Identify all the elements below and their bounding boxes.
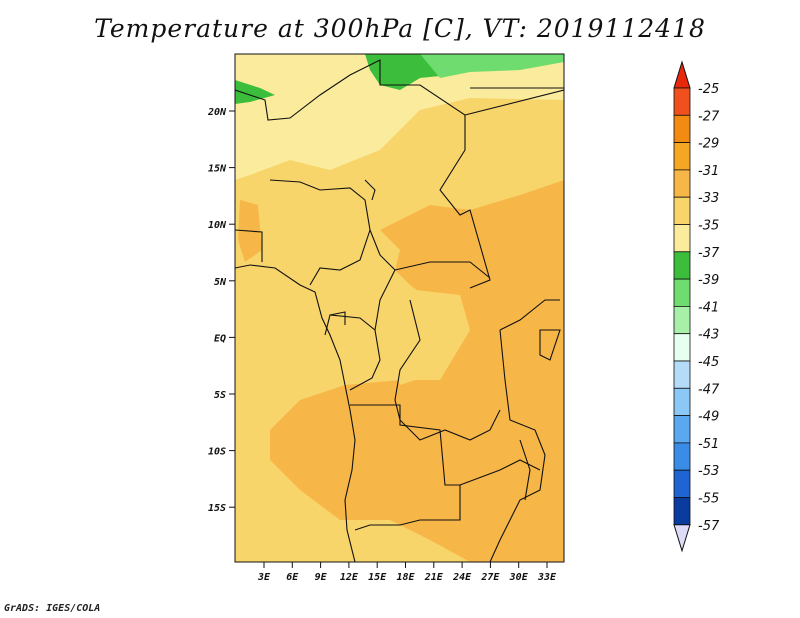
lat-label: 5S [214,390,226,401]
colorbar-swatch [673,305,691,335]
lon-label: 6E [286,572,299,583]
colorbar-label: -29 [698,137,719,152]
colorbar-swatch [673,169,691,198]
colorbar-top-arrow [673,60,691,89]
colorbar-swatch [673,251,691,280]
colorbar-label: -49 [698,410,719,425]
lon-label: 12E [340,572,359,583]
colorbar-label: -51 [698,437,719,452]
colorbar-label: -31 [698,164,719,179]
colorbar: -25 -27 -29 -31 -33 -35 -37 -39 -41 -43 -45 -47 -49 -… [673,60,720,553]
colorbar-swatch [673,415,691,444]
lon-label: 30E [509,572,529,583]
colorbar-label: -33 [698,191,719,206]
lon-label: 27E [480,572,500,583]
lon-label: 21E [424,572,444,583]
lon-label: 24E [452,572,472,583]
colorbar-bottom-arrow [673,524,691,553]
colorbar-swatch [673,469,691,498]
colorbar-label: -53 [698,464,719,479]
lat-label: 10N [208,220,227,231]
lon-label: 18E [396,572,415,583]
colorbar-swatch [673,387,691,416]
colorbar-label: -41 [698,300,719,315]
temperature-field [235,54,564,562]
colorbar-label: -55 [698,492,719,507]
colorbar-swatch [673,224,691,253]
longitude-axis: 3E 6E 9E 12E 15E 18E 21E 24E 27E 30E 33E [257,562,557,583]
latitude-axis: 20N 15N 10N 5N EQ 5S 10S 15S [207,107,235,514]
colorbar-label: -39 [698,273,719,288]
colorbar-label: -47 [698,382,720,397]
country-borders [235,59,564,562]
colorbar-swatch [673,360,691,389]
colorbar-label: -35 [698,219,719,234]
colorbar-label: -37 [698,246,720,261]
colorbar-swatch [673,142,691,171]
lon-label: 33E [537,572,557,583]
lat-label: 5N [214,277,227,288]
colorbar-swatch [673,278,691,307]
lon-label: 9E [315,572,328,583]
lat-label: 15N [208,164,227,175]
colorbar-label: -25 [698,82,719,97]
colorbar-swatch [673,87,691,116]
lat-label: 10S [208,447,226,458]
lon-label: 15E [368,572,387,583]
lat-label: 15S [208,503,226,514]
colorbar-swatch [673,333,691,362]
colorbar-label: -57 [698,519,720,534]
map-title: Temperature at 300hPa [C], VT: 201911241… [94,14,706,43]
colorbar-swatch [673,114,691,144]
colorbar-label: -45 [698,355,719,370]
lat-label: EQ [214,333,226,344]
lat-label: 20N [207,107,227,118]
colorbar-swatch [673,196,691,225]
footer-credit: GrADS: IGES/COLA [4,603,101,614]
colorbar-swatch [673,497,691,526]
colorbar-label: -43 [698,328,719,343]
lon-label: 3E [257,572,271,583]
colorbar-swatch [673,442,691,471]
map-frame [234,53,565,563]
colorbar-label: -27 [698,109,720,124]
